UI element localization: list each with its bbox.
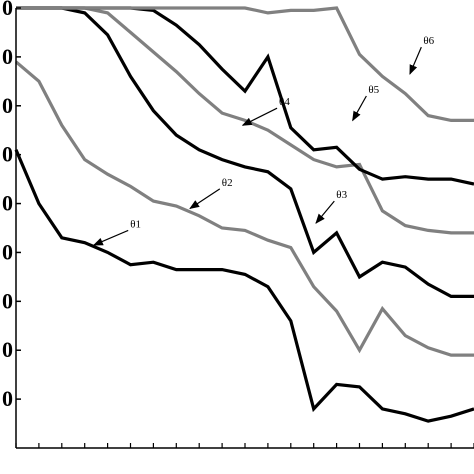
annotation-label-3: θ3 [336,189,347,201]
y-tick-label: 0 [2,142,13,167]
annotation-arrow-5 [352,95,367,122]
annotation-label-5: θ5 [368,84,379,96]
series-line-3 [16,6,474,298]
annotation-label-1: θ1 [130,218,141,230]
y-tick-label: 0 [2,191,13,216]
annotation-arrow-6 [409,46,422,75]
annotation-arrow-4 [241,107,278,126]
annotation-arrow-1 [92,229,129,246]
plot-area [14,6,474,423]
y-tick-label: 0 [2,0,13,20]
y-tick-label: 0 [2,239,13,264]
series-line-6 [16,6,474,123]
series-line-1 [14,149,474,423]
y-tick-label: 0 [2,93,13,118]
series-line-2 [14,60,474,357]
annotations: θ1 θ2 θ3 θ4 θ5 θ6 [92,35,435,246]
y-tick-label: 0 [2,386,13,411]
annotation-label-6: θ6 [423,35,434,47]
annotation-label-2: θ2 [222,177,233,189]
annotation-arrow-2 [189,188,221,209]
series-line-4 [16,6,474,235]
annotation-arrow-3 [315,200,335,224]
y-tick-label: 0 [2,44,13,69]
annotation-label-4: θ4 [279,96,290,108]
y-tick-label: 0 [2,337,13,362]
y-axis: 0 0 0 0 0 0 0 0 0 [2,0,21,411]
y-tick-label: 0 [2,288,13,313]
